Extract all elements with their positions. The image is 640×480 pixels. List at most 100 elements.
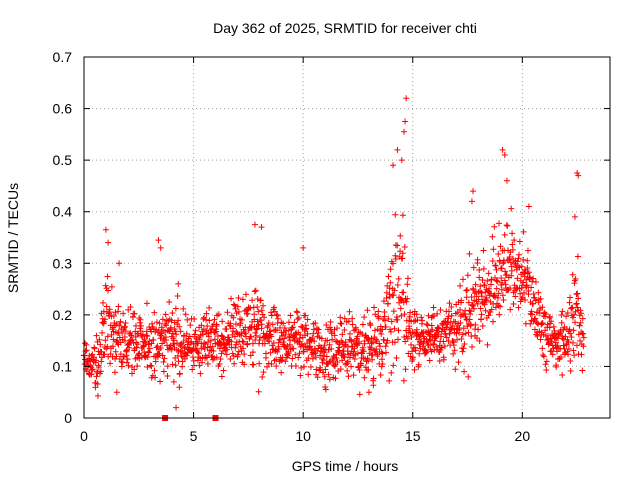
- data-point: [458, 335, 465, 342]
- data-point: [105, 239, 112, 246]
- data-point: [507, 306, 514, 313]
- data-point: [89, 366, 96, 373]
- data-point: [189, 354, 196, 361]
- data-point: [379, 360, 386, 367]
- data-point: [518, 263, 525, 270]
- data-point: [485, 270, 492, 277]
- data-point: [148, 340, 155, 347]
- data-point: [465, 299, 472, 306]
- data-point: [312, 320, 319, 327]
- data-point: [537, 295, 544, 302]
- data-point: [315, 326, 322, 333]
- data-point: [289, 325, 296, 331]
- data-point: [431, 347, 438, 354]
- data-point: [295, 354, 302, 361]
- data-point: [239, 338, 246, 345]
- data-point: [160, 358, 167, 365]
- data-point: [399, 250, 406, 257]
- data-point: [177, 328, 184, 335]
- data-point: [567, 294, 574, 301]
- data-point: [252, 287, 259, 294]
- data-point: [153, 319, 160, 326]
- data-point: [523, 276, 530, 283]
- data-point: [258, 317, 265, 324]
- data-point: [164, 363, 171, 370]
- data-point: [268, 333, 275, 340]
- data-point: [285, 327, 292, 334]
- data-point: [232, 344, 239, 351]
- data-point: [234, 351, 241, 358]
- data-point: [235, 348, 242, 355]
- data-point: [490, 318, 497, 325]
- data-point: [479, 277, 486, 284]
- data-point: [223, 346, 230, 353]
- data-point: [204, 344, 211, 351]
- data-point: [177, 341, 184, 348]
- data-point: [460, 325, 467, 332]
- data-point: [514, 275, 521, 282]
- data-point: [287, 337, 294, 344]
- y-tick-label: 0: [64, 410, 72, 426]
- data-point: [567, 357, 574, 364]
- data-point: [356, 338, 363, 345]
- data-point: [184, 316, 191, 323]
- data-point: [496, 311, 503, 318]
- data-point: [452, 366, 459, 373]
- data-point: [407, 309, 414, 316]
- data-point: [260, 369, 267, 376]
- data-point: [275, 339, 282, 346]
- data-point: [289, 324, 296, 331]
- data-point: [497, 243, 504, 250]
- data-point: [428, 348, 435, 355]
- data-point: [148, 328, 155, 335]
- data-point: [220, 335, 227, 342]
- y-tick-label: 0.4: [53, 204, 73, 220]
- data-point: [510, 301, 517, 308]
- data-point: [296, 350, 303, 357]
- data-point: [136, 319, 143, 326]
- data-point: [528, 311, 535, 318]
- data-point: [409, 354, 416, 361]
- data-point: [457, 282, 464, 289]
- data-point: [364, 307, 371, 314]
- data-point: [146, 349, 153, 356]
- data-point: [341, 315, 348, 322]
- data-point: [83, 347, 90, 354]
- y-tick-labels: 0 0.1 0.2 0.3 0.4 0.5 0.6 0.7: [53, 49, 73, 426]
- data-point: [580, 334, 587, 341]
- data-point: [540, 353, 547, 360]
- data-point: [244, 341, 251, 348]
- data-point: [535, 289, 542, 296]
- data-point: [254, 304, 261, 311]
- data-point: [183, 330, 190, 337]
- data-point: [569, 314, 576, 321]
- data-point: [362, 364, 369, 371]
- data-point: [277, 357, 284, 364]
- data-point: [575, 295, 582, 302]
- data-point: [359, 344, 366, 351]
- data-point: [383, 295, 390, 302]
- data-point: [217, 356, 224, 363]
- data-point: [333, 338, 340, 345]
- data-point: [370, 382, 377, 389]
- data-point: [196, 336, 203, 343]
- data-point: [137, 322, 144, 329]
- data-point: [574, 290, 581, 297]
- data-point: [334, 325, 341, 332]
- data-point: [154, 343, 161, 350]
- data-point: [248, 333, 255, 340]
- data-point: [331, 332, 338, 339]
- y-tick-label: 0.2: [53, 307, 73, 323]
- data-point: [459, 348, 466, 355]
- data-point: [307, 363, 314, 370]
- data-point: [258, 224, 265, 231]
- data-point: [322, 366, 329, 373]
- data-point: [268, 312, 275, 319]
- data-point: [578, 351, 585, 358]
- data-point: [102, 316, 109, 323]
- data-point: [458, 297, 465, 304]
- data-point: [296, 338, 303, 345]
- data-point: [477, 283, 484, 290]
- data-point: [380, 337, 387, 344]
- data-point: [281, 325, 288, 332]
